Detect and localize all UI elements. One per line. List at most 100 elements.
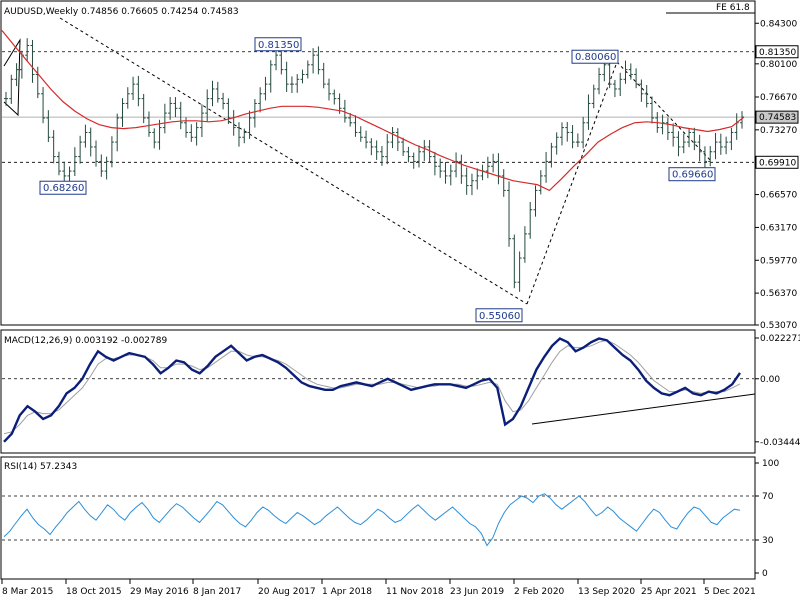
price-bar (491, 153, 496, 173)
price-bar (459, 154, 464, 184)
price-bar (9, 74, 14, 104)
price-bar (263, 76, 268, 101)
price-bar (575, 133, 580, 147)
price-bar (279, 51, 284, 75)
price-bar (99, 154, 104, 177)
price-label-text: 0.68260 (43, 183, 84, 194)
price-bar (125, 87, 130, 109)
x-tick-label: 13 Sep 2020 (578, 587, 635, 597)
y-tick-label: 0.80100 (760, 60, 797, 70)
price-bar (607, 59, 612, 89)
y-tick-label: 0.53070 (760, 321, 797, 331)
price-bar (14, 63, 19, 87)
price-label: 0.80060 (571, 49, 619, 64)
price-label-text: 0.55060 (479, 311, 520, 322)
x-tick-label: 1 Apr 2018 (322, 587, 372, 597)
price-bar (35, 66, 40, 99)
axis-price-tag: 0.69910 (755, 155, 799, 169)
y-tick-label: 0.59770 (760, 256, 797, 266)
price-bar (724, 136, 729, 155)
price-bar (618, 72, 623, 97)
price-bar (581, 116, 586, 149)
price-bar (56, 151, 61, 176)
price-bar (83, 124, 88, 148)
price-label: 0.81350 (254, 37, 302, 52)
price-bar (586, 94, 591, 130)
price-bars (4, 38, 744, 292)
price-bar (528, 201, 533, 239)
macd-panel: MACD(12,26,9) 0.003192 -0.002789 0.02227… (0, 329, 800, 454)
price-bar (321, 62, 326, 89)
y-tick-label: 0.73270 (760, 126, 797, 136)
y-tick-label: 0.84300 (760, 19, 797, 29)
macd-y-tick-label: -0.03444 (760, 438, 800, 448)
price-bar (332, 89, 337, 105)
price-bar (72, 147, 77, 177)
rsi-line (3, 493, 741, 547)
x-tick-label: 18 Oct 2015 (66, 587, 122, 597)
x-tick-label: 23 Jun 2019 (450, 587, 504, 597)
macd-panel-frame (0, 329, 756, 454)
price-bar (78, 135, 83, 164)
x-tick-label: 25 Apr 2021 (641, 587, 697, 597)
price-bar (501, 169, 506, 197)
x-tick-label: 20 Aug 2017 (258, 587, 316, 597)
price-bar (443, 161, 448, 184)
price-bar (401, 137, 406, 157)
price-bar (258, 87, 263, 113)
price-bar (702, 146, 707, 168)
price-bar (448, 164, 453, 186)
price-bar (242, 128, 247, 144)
macd-line (3, 337, 741, 443)
price-bar (697, 134, 702, 162)
price-chart-title: AUDUSD,Weekly 0.74856 0.76605 0.74254 0.… (4, 7, 239, 17)
macd-y-tick-label: 0.022271 (760, 334, 800, 344)
y-tick-label: 0.63170 (760, 223, 797, 233)
price-bar (348, 113, 353, 127)
y-tick-label: 0.76670 (760, 93, 797, 103)
price-bar (120, 98, 125, 127)
macd-y-tick-label: 0.00 (760, 375, 780, 385)
axis-price-tag-text: 0.81350 (759, 48, 796, 58)
price-bar (115, 113, 120, 152)
price-bar (692, 127, 697, 151)
price-y-axis: 0.84300 0.80100 0.76670 0.73270 0.69910 0.665… (755, 19, 797, 331)
price-bar (168, 97, 173, 120)
price-panel-frame (0, 0, 756, 326)
macd-support-line (531, 393, 756, 425)
macd-y-axis: 0.022271 0.00 -0.03444 (755, 334, 800, 448)
price-bar (390, 127, 395, 149)
price-bar (649, 96, 654, 124)
price-bar (395, 128, 400, 152)
price-bar (374, 140, 379, 160)
price-bar (379, 145, 384, 166)
price-bar (628, 63, 633, 80)
price-bar (612, 79, 617, 98)
price-bar (252, 99, 257, 128)
price-bar (316, 46, 321, 75)
price-bar (67, 166, 72, 183)
price-label: 0.68260 (39, 180, 87, 195)
rsi-levels (2, 495, 754, 541)
price-label-text: 0.69660 (672, 170, 713, 181)
price-bar (268, 60, 273, 93)
price-bar (226, 98, 231, 125)
price-bar (88, 127, 93, 157)
horizontal-levels (2, 51, 754, 163)
axis-price-tag-text: 0.74583 (759, 113, 796, 123)
x-tick-label: 5 Dec 2021 (704, 587, 756, 597)
price-bar (533, 185, 538, 217)
y-tick-label: 0.66570 (760, 191, 797, 201)
rsi-y-axis: 100 70 30 0 (755, 459, 779, 579)
x-tick-label: 11 Nov 2018 (386, 587, 444, 597)
rsi-y-tick-label: 70 (762, 492, 774, 502)
price-bar (210, 80, 215, 107)
price-label: 0.69660 (668, 167, 716, 182)
price-bar (284, 61, 289, 93)
trend-line-up (526, 61, 618, 305)
price-bar (671, 123, 676, 147)
x-tick-label: 2 Feb 2020 (514, 587, 565, 597)
price-bar (665, 117, 670, 140)
rsi-title: RSI(14) 57.2343 (4, 462, 77, 472)
